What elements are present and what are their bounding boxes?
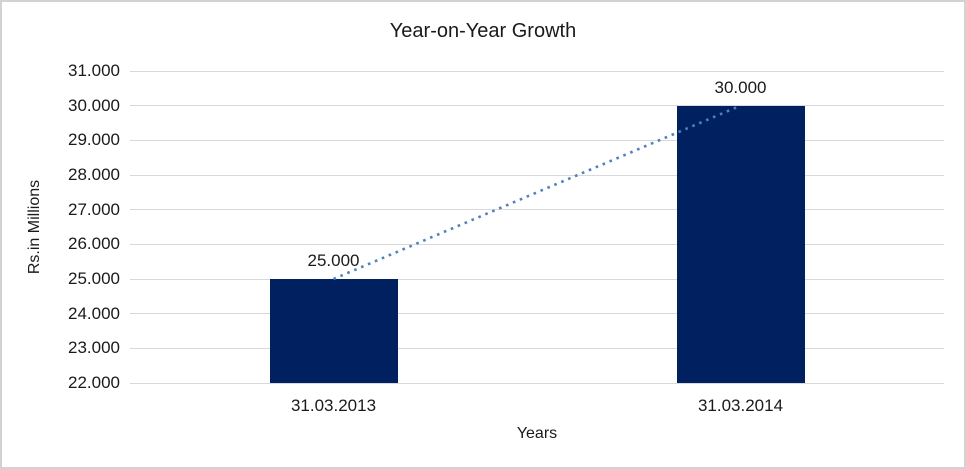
y-tick-label: 29.000 <box>68 130 120 150</box>
y-tick-label: 27.000 <box>68 199 120 219</box>
category-label: 31.03.2013 <box>290 396 377 415</box>
y-tick-label: 25.000 <box>68 269 120 288</box>
gridline <box>130 174 944 176</box>
y-tick-label: 22.000 <box>68 373 120 392</box>
gridline <box>130 70 944 72</box>
bar-31.03.2013 <box>269 279 398 383</box>
y-tick-label: 31.000 <box>68 61 120 80</box>
y-tick-label: 23.000 <box>68 338 120 358</box>
y-tick-label: 30.000 <box>68 95 120 115</box>
gridline <box>130 139 944 141</box>
y-tick-label: 24.000 <box>68 303 120 323</box>
bar-31.03.2014 <box>676 105 805 383</box>
chart-title: Year-on-Year Growth <box>389 20 577 42</box>
bar-value-label: 30.000 <box>714 77 767 97</box>
plot-area: 25.000 30.000 <box>130 70 944 384</box>
gridline <box>130 347 944 349</box>
trendline <box>332 104 742 281</box>
gridline <box>130 105 944 107</box>
y-tick-label: 26.000 <box>68 234 120 254</box>
y-axis-title: Rs.in Millions <box>26 179 43 275</box>
category-label: 31.03.2014 <box>697 396 784 415</box>
bar-value-label: 25.000 <box>307 251 360 270</box>
gridline <box>130 209 944 211</box>
x-axis-title: Years <box>516 425 558 442</box>
gridline <box>130 382 944 384</box>
gridline <box>130 313 944 315</box>
gridline <box>130 278 944 280</box>
y-tick-label: 28.000 <box>68 165 120 184</box>
gridline <box>130 243 944 245</box>
